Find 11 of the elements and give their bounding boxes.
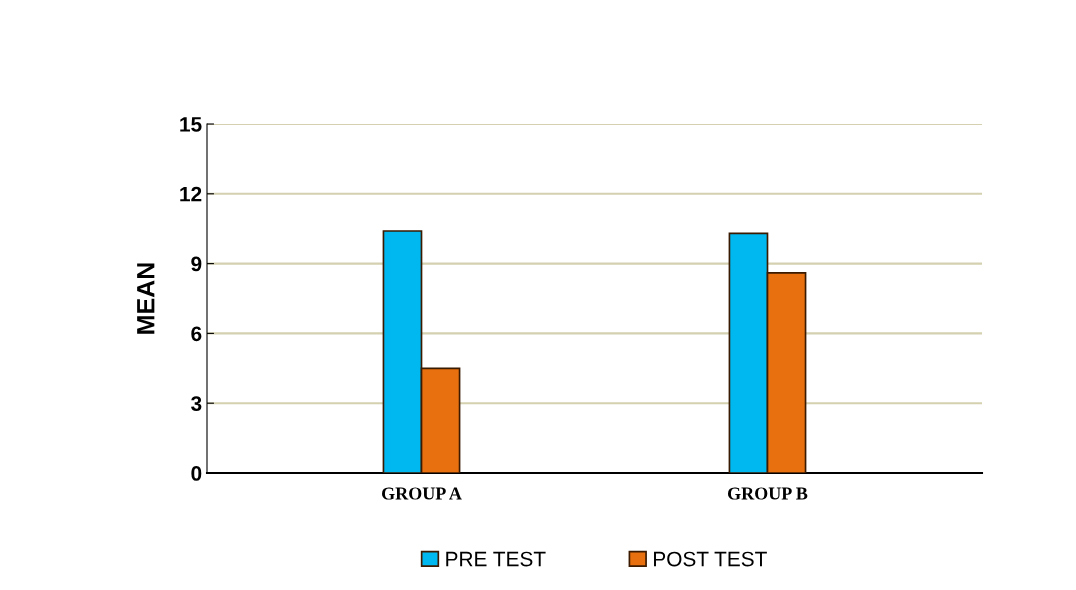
y-tick-label: 3 [191,396,202,411]
y-tick-label: 12 [180,186,202,202]
y-tick-label: 6 [191,326,202,342]
x-tick-label: GROUP A [382,487,462,500]
legend-label: PRE TEST [446,551,546,567]
x-tick-label: GROUP B [727,487,808,500]
y-axis-title: MEAN [137,263,155,334]
legend-label: POST TEST [654,551,767,567]
y-tick-label: 15 [180,117,202,132]
y-tick-label: 9 [191,256,202,272]
y-tick-label: 0 [191,466,202,481]
